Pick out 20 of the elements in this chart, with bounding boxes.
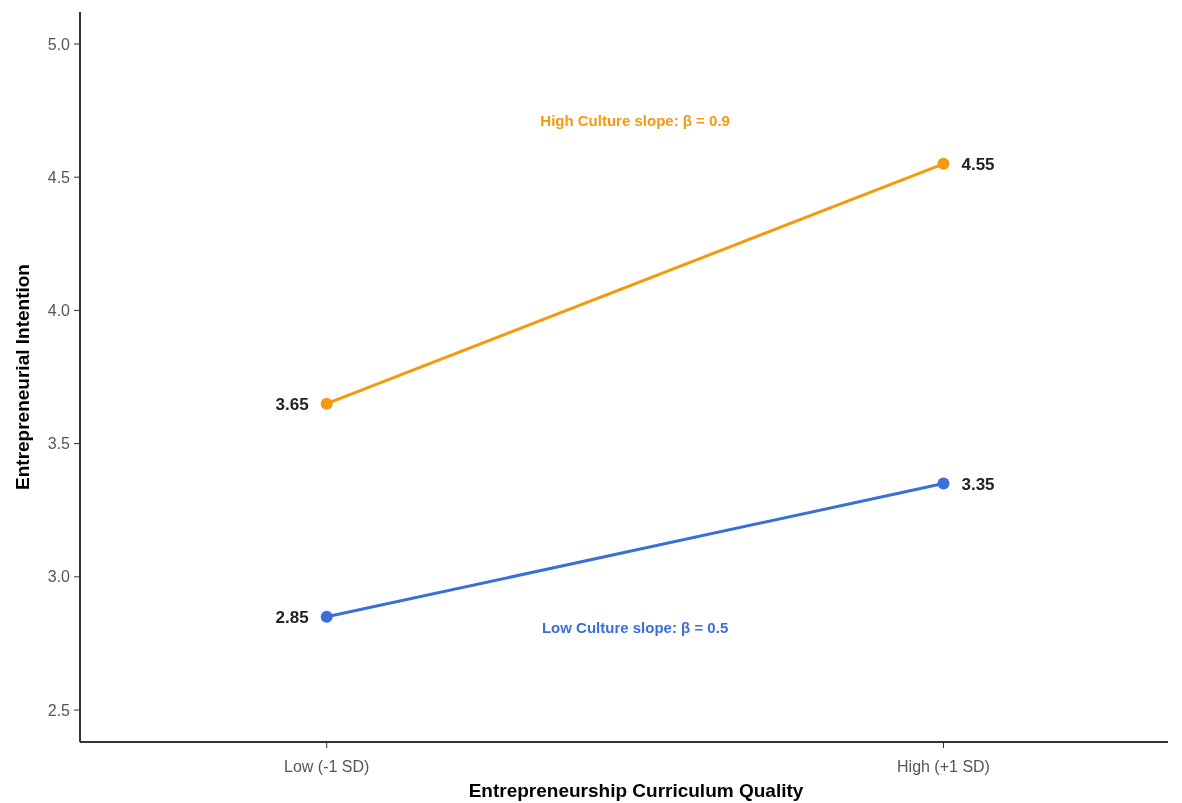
y-tick-label: 2.5 — [47, 701, 71, 719]
point — [937, 157, 950, 170]
y-tick-label: 3.5 — [47, 435, 71, 453]
data-label: 2.85 — [275, 607, 309, 627]
y-tick-label: 5.0 — [47, 35, 71, 53]
annotation: Low Culture slope: β = 0.5 — [541, 618, 729, 636]
y-axis-title: Entrepreneurial Intention — [12, 264, 33, 490]
data-label: 3.65 — [275, 394, 309, 414]
data-label: 3.35 — [961, 474, 995, 494]
y-tick-label: 4.0 — [47, 301, 71, 319]
annotation: High Culture slope: β = 0.9 — [540, 111, 730, 129]
x-axis-title: Entrepreneurship Curriculum Quality — [468, 780, 804, 801]
point — [320, 397, 333, 410]
point — [320, 610, 333, 623]
y-tick-label: 4.5 — [47, 168, 71, 186]
point — [937, 477, 950, 490]
x-tick-label: High (+1 SD) — [897, 758, 990, 775]
y-tick-label: 3.0 — [47, 568, 71, 586]
data-label: 4.55 — [961, 154, 995, 174]
x-tick-label: Low (-1 SD) — [284, 758, 370, 775]
